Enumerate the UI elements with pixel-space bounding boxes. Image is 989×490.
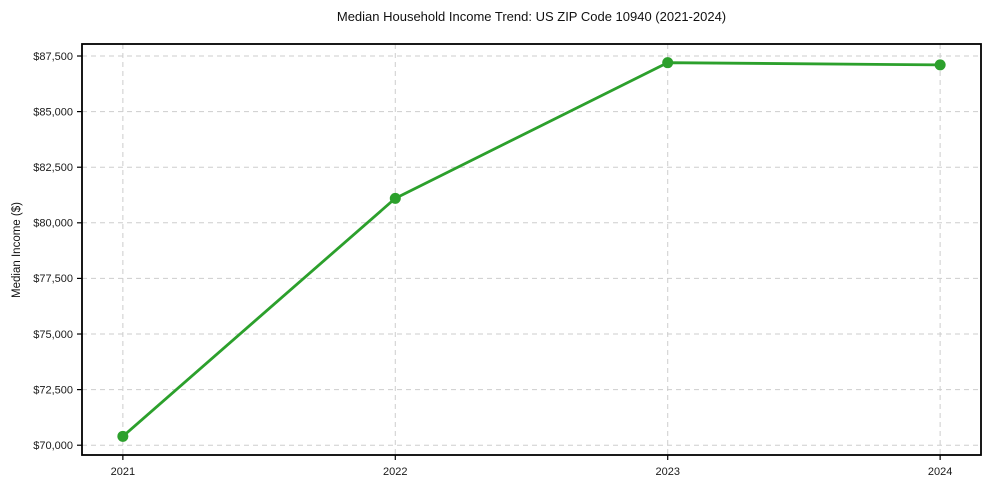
trend-line [121,61,942,438]
data-point-marker [934,59,946,71]
chart-title: Median Household Income Trend: US ZIP Co… [336,9,727,24]
y-tick-label: $82,500 [33,162,73,174]
y-tick-label: $70,000 [33,440,73,452]
y-tick-label: $85,000 [33,106,73,118]
y-tick-label: $87,500 [33,51,73,63]
y-tick-label: $77,500 [33,273,73,285]
data-point-marker [662,57,674,69]
y-tick-label: $80,000 [33,218,73,230]
y-tick-label: $75,000 [33,329,73,341]
data-point-marker [389,192,401,204]
data-point-marker [117,430,129,442]
x-tick-label: 2021 [111,466,135,478]
y-tick-label: $72,500 [33,384,73,396]
x-tick-label: 2023 [655,466,679,478]
x-tick-label: 2024 [928,466,952,478]
x-tick-label: 2022 [383,466,407,478]
plot-border [81,43,982,456]
